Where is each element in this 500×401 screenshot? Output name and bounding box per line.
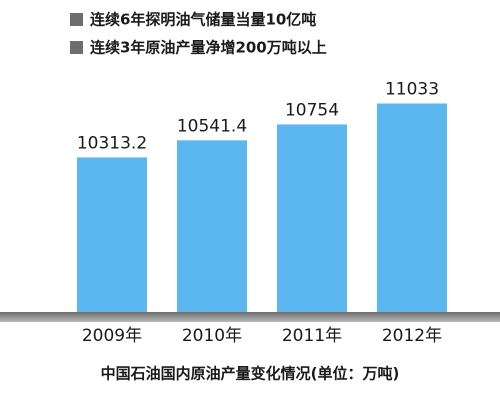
- x-tick-label: 2010年: [182, 326, 242, 346]
- value-label: 11033: [385, 79, 439, 99]
- value-label: 10313.2: [77, 133, 147, 153]
- baseline-band: [0, 312, 500, 322]
- bar: [177, 140, 247, 312]
- note: 连续6年探明油气储量当量10亿吨: [90, 11, 316, 29]
- chart-title: 中国石油国内原油产量变化情况(单位：万吨): [101, 365, 400, 383]
- bar: [77, 157, 147, 312]
- value-label: 10754: [285, 100, 339, 120]
- x-tick-label: 2009年: [82, 326, 142, 346]
- note: 连续3年原油产量净增200万吨以上: [90, 39, 327, 57]
- x-tick-label: 2011年: [282, 326, 342, 346]
- x-tick-label: 2012年: [382, 326, 442, 346]
- note-marker: [70, 13, 83, 26]
- value-label: 10541.4: [177, 116, 247, 136]
- bar: [377, 103, 447, 312]
- note-marker: [70, 41, 83, 54]
- bar: [277, 124, 347, 312]
